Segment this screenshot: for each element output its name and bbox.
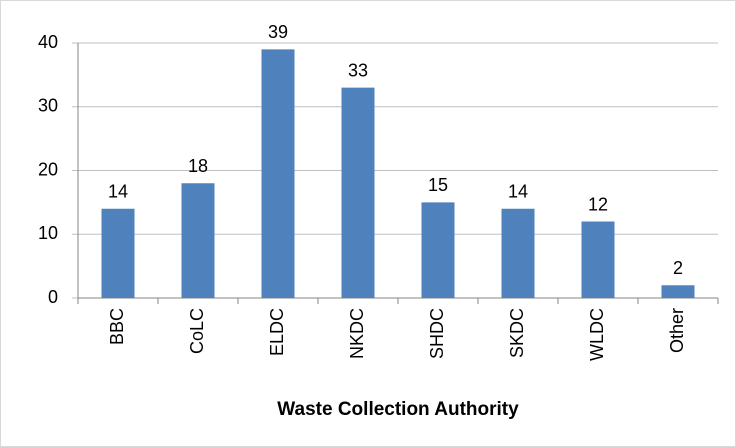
bar (341, 87, 375, 298)
data-label: 12 (588, 194, 608, 214)
x-tick-label: SHDC (427, 308, 447, 359)
y-tick-label: 30 (38, 96, 58, 116)
x-tick-label: CoLC (187, 308, 207, 354)
y-tick-label: 20 (38, 159, 58, 179)
data-label: 15 (428, 175, 448, 195)
data-label: 14 (508, 182, 528, 202)
data-label: 2 (673, 258, 683, 278)
bar (421, 202, 455, 298)
data-label: 14 (108, 182, 128, 202)
x-tick-label: WLDC (587, 308, 607, 361)
x-tick-label: ELDC (267, 308, 287, 356)
y-tick-label: 0 (48, 287, 58, 307)
data-label: 18 (188, 156, 208, 176)
x-tick-label: Other (667, 308, 687, 353)
x-tick-label: SKDC (507, 308, 527, 358)
data-label: 33 (348, 60, 368, 80)
y-tick-label: 40 (38, 32, 58, 52)
bar (181, 183, 215, 298)
x-tick-label: NKDC (347, 308, 367, 359)
y-tick-label: 10 (38, 223, 58, 243)
x-axis-title: Waste Collection Authority (277, 399, 519, 420)
bar (501, 208, 535, 298)
bar (581, 221, 615, 298)
x-tick-label: BBC (107, 308, 127, 345)
bar (261, 49, 295, 298)
data-label: 39 (268, 22, 288, 42)
bar (101, 208, 135, 298)
bar (661, 285, 695, 298)
